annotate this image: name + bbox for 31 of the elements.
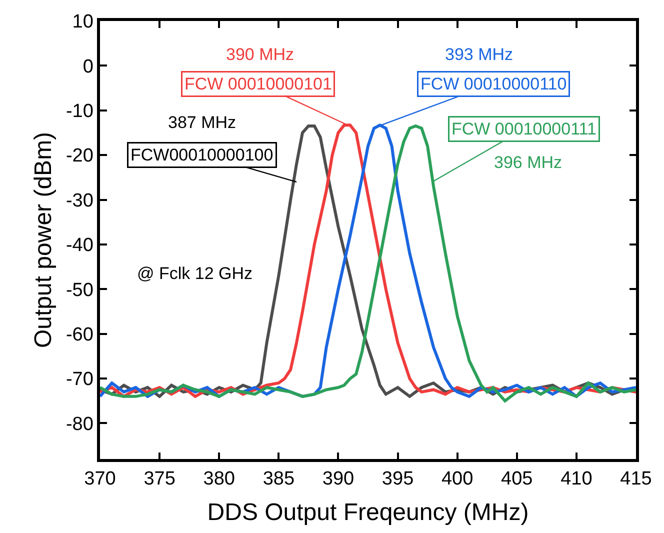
annotation: 393 MHz: [445, 45, 514, 64]
x-axis-title: DDS Output Freqeuncy (MHz): [207, 498, 529, 526]
y-tick-label: 0: [82, 56, 94, 78]
y-tick-label: -50: [66, 280, 94, 301]
y-tick-label: -10: [66, 101, 94, 122]
annotation: FCW 00010000101: [184, 74, 332, 94]
x-tick-label: 405: [501, 468, 533, 490]
y-tick-label: -60: [66, 324, 94, 346]
x-tick-label: 410: [560, 468, 592, 490]
annotation: 396 MHz: [494, 153, 562, 172]
x-tick-label: 370: [84, 468, 116, 490]
annotation: 387 MHz: [168, 113, 236, 132]
annotation: FCW 00010000110: [420, 74, 567, 94]
x-tick-label: 385: [262, 468, 295, 490]
x-tick-label: 375: [144, 468, 176, 490]
annotation: FCW 00010000111: [452, 120, 596, 138]
annotation: @ Fclk 12 GHz: [137, 264, 252, 283]
y-tick-label: -20: [66, 146, 94, 167]
annotation: 390 MHz: [226, 45, 294, 64]
x-tick-label: 390: [322, 468, 354, 490]
y-tick-label: -40: [66, 235, 94, 256]
x-tick-label: 415: [620, 468, 652, 490]
x-tick-label: 400: [441, 468, 474, 490]
y-tick-label: 10: [72, 12, 94, 33]
annotation: FCW00010000100: [130, 146, 274, 164]
y-tick-label: -80: [66, 414, 94, 435]
y-tick-label: -30: [66, 190, 94, 212]
x-tick-label: 380: [203, 468, 235, 490]
y-axis-title: Output power (dBm): [30, 132, 58, 348]
x-tick-label: 395: [382, 468, 414, 490]
y-tick-label: -70: [66, 369, 94, 390]
